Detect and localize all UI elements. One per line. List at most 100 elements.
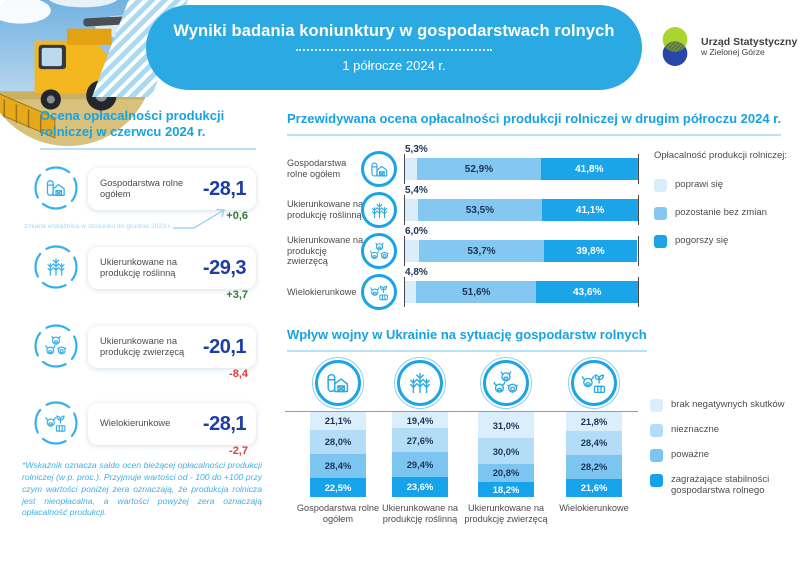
assessment-label: Gospodarstwa rolne ogółem (100, 177, 184, 199)
war-bar-segment: 23,6% (392, 476, 448, 497)
barn-icon (43, 175, 69, 201)
bar-end-tick (638, 277, 639, 307)
forecast-bar-segment (405, 240, 419, 262)
mixed-farming-icon (43, 410, 69, 436)
forecast-legend-title: Opłacalność produkcji rolniczej: (654, 150, 788, 161)
assessment-label: Ukierunkowane na produkcję zwierzęcą (100, 335, 185, 357)
forecast-legend: Opłacalność produkcji rolniczej: poprawi… (654, 150, 794, 248)
page-subtitle: 1 półrocze 2024 r. (342, 58, 446, 73)
dashed-ring-icon (34, 245, 78, 289)
legend-swatch (650, 424, 663, 437)
dashed-ring-icon (34, 401, 78, 445)
forecast-bar-segment: 39,8% (544, 240, 637, 262)
bar-start-tick (404, 277, 405, 307)
bar-end-tick (638, 154, 639, 184)
mixed-farming-icon (579, 368, 609, 398)
forecast-bar: 51,6% 43,6% (405, 281, 638, 303)
war-bar-segment: 27,6% (392, 428, 448, 452)
assessment-card: Ukierunkowane na produkcję roślinną -29,3 (88, 247, 256, 289)
segment-value-label: 43,6% (573, 286, 602, 298)
war-column-icon (394, 357, 446, 409)
forecast-bar-segment: 41,1% (542, 199, 638, 221)
assessment-card: Ukierunkowane na produkcję zwierzęcą -20,… (88, 326, 256, 368)
assessment-item-icon (34, 324, 78, 368)
legend-label: pogorszy się (675, 234, 729, 246)
statistical-office-logo: Urząd Statystyczny w Zielonej Górze (656, 24, 797, 70)
bar-start-tick (404, 195, 405, 225)
legend-swatch (654, 206, 667, 220)
segment-value-label: 41,8% (575, 163, 604, 175)
dotted-divider (296, 49, 492, 51)
segment-value-label: 52,9% (464, 163, 494, 175)
forecast-bar-segment: 41,8% (540, 158, 638, 180)
war-bar-segment: 21,6% (566, 478, 622, 497)
assessment-change: -8,4 (229, 368, 248, 380)
forecast-row-icon (361, 233, 397, 269)
legend-label: pozostanie bez zmian (675, 206, 767, 218)
bar-start-tick (404, 236, 405, 266)
bar-start-tick (404, 154, 405, 184)
legend-swatch (650, 474, 663, 487)
assessment-label: Ukierunkowane na produkcję roślinną (100, 256, 178, 278)
segment-value-label: 41,1% (575, 204, 605, 216)
war-bar-segment: 28,4% (310, 453, 366, 478)
forecast-bar-segment (405, 199, 418, 221)
segment-value-label: 30,0% (492, 445, 520, 457)
forecast-row-icon (361, 274, 397, 310)
segment-value-label: 53,5% (465, 204, 495, 216)
legend-swatch (650, 399, 663, 412)
war-legend-item: brak negatywnych skutków (650, 399, 796, 412)
war-legend: brak negatywnych skutków nieznaczne poważn… (650, 399, 796, 497)
assessment-change: +3,7 (226, 289, 248, 301)
legend-label: poważne (671, 449, 710, 460)
segment-value-label: 21,1% (324, 415, 352, 427)
forecast-bar-segment: 52,9% (417, 158, 541, 180)
segment-value-label: 53,7% (467, 245, 496, 257)
assessment-value: -20,1 (202, 335, 247, 358)
wheat-icon (43, 254, 69, 280)
war-bar: 21,8% 28,4% 28,2% 21,6% (566, 412, 622, 497)
segment-value-label: 23,6% (406, 481, 434, 493)
war-column-label: Wielokierunkowe (559, 503, 629, 513)
forecast-bar-segment (405, 158, 418, 180)
forecast-row-label: Gospodarstwa rolne ogółem (287, 158, 347, 179)
forecast-legend-item: pozostanie bez zmian (654, 206, 794, 220)
dashed-ring-icon (34, 166, 78, 210)
legend-label: zagrażające stabilności gospodarstwa rol… (671, 474, 770, 497)
segment-value-label: 28,4% (324, 460, 352, 472)
forecast-bar-segment: 53,7% (418, 240, 545, 262)
war-bar-segment: 28,2% (566, 454, 622, 479)
war-column-icon (568, 357, 620, 409)
assessment-label: Wielokierunkowe (100, 418, 171, 429)
assessment-item-icon (34, 401, 78, 445)
dashed-ring-icon (34, 324, 78, 368)
legend-label: nieznaczne (671, 424, 720, 435)
barn-icon (323, 368, 353, 398)
war-bar-segment: 21,8% (566, 412, 622, 431)
war-column-icon (312, 357, 364, 409)
header-banner: Wyniki badania koniunktury w gospodarstw… (146, 5, 642, 90)
forecast-bar: 52,9% 41,8% (405, 158, 638, 180)
segment-value-label: 5,3% (405, 144, 428, 155)
legend-swatch (650, 449, 663, 462)
segment-value-label: 28,2% (580, 461, 608, 473)
assessment-item-icon (34, 166, 78, 210)
war-bar: 19,4% 27,6% 29,4% 23,6% (392, 412, 448, 497)
war-bar-segment: 21,1% (310, 412, 366, 430)
forecast-bar: 53,5% 41,1% (405, 199, 638, 221)
war-legend-item: nieznaczne (650, 424, 796, 437)
war-column-label: Gospodarstwa rolne ogółem (296, 503, 380, 525)
forecast-row-label: Wielokierunkowe (287, 286, 357, 297)
segment-value-label: 31,0% (492, 419, 520, 431)
logo-name: Urząd Statystyczny (701, 36, 798, 49)
war-bar-segment: 19,4% (392, 412, 448, 429)
segment-value-label: 5,4% (405, 185, 428, 196)
assessment-value: -28,1 (202, 412, 247, 435)
segment-value-label: 22,5% (324, 481, 352, 493)
left-panel-heading: Ocena opłacalności produkcji rolniczej w… (40, 108, 256, 150)
segment-value-label: 18,2% (492, 483, 520, 495)
legend-label: brak negatywnych skutków (671, 399, 785, 410)
change-annotation-text: zmiana wskaźnika w stosunku do grudnia 2… (24, 223, 172, 230)
war-legend-item: poważne (650, 449, 796, 462)
